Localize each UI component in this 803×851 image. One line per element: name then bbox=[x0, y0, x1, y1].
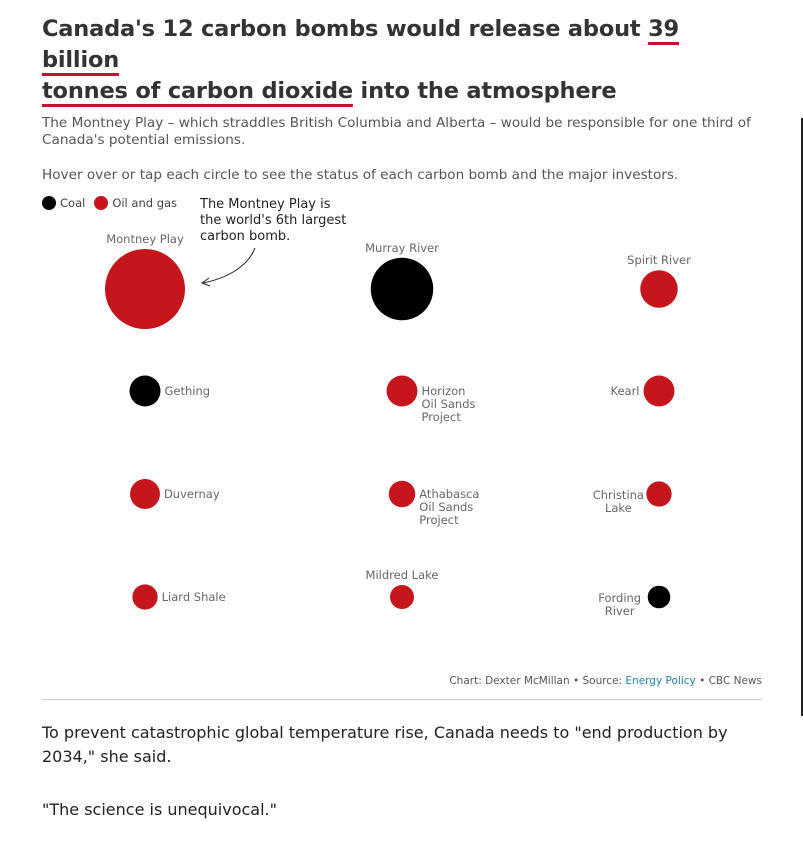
paragraph: To prevent catastrophic global temperatu… bbox=[42, 723, 728, 766]
bubble-duvernay[interactable] bbox=[130, 479, 160, 509]
bubble-label: Murray River bbox=[365, 241, 439, 255]
chart-header: Canada's 12 carbon bombs would release a… bbox=[42, 14, 762, 210]
bubble-label: Liard Shale bbox=[162, 590, 226, 604]
legend-label: Oil and gas bbox=[112, 196, 178, 210]
bubble-label: Fording River bbox=[598, 591, 641, 618]
source-link[interactable]: Energy Policy bbox=[625, 675, 696, 687]
bubble-kearl[interactable] bbox=[643, 375, 675, 407]
legend-item-oil-gas: Oil and gas bbox=[94, 196, 177, 210]
bubble-label: Montney Play bbox=[106, 232, 184, 246]
title-highlight: 39 billion bbox=[42, 16, 680, 73]
annotation-arrow bbox=[202, 247, 256, 284]
annotation-text: The Montney Play is the world's 6th large… bbox=[199, 197, 346, 244]
bubble-fording-river[interactable] bbox=[647, 585, 671, 609]
title-text: into the atmosphere bbox=[352, 78, 617, 104]
bubble-label: Gething bbox=[164, 384, 210, 398]
bubble-liard-shale[interactable] bbox=[132, 584, 158, 610]
bubble-label: Athabasca Oil Sands Project bbox=[419, 487, 479, 527]
article-body: To prevent catastrophic global temperatu… bbox=[42, 721, 762, 851]
bubble-label: Horizon Oil Sands Project bbox=[421, 384, 475, 424]
chart-title: Canada's 12 carbon bombs would release a… bbox=[42, 14, 762, 107]
scroll-edge bbox=[801, 118, 803, 716]
divider bbox=[42, 699, 762, 700]
legend: Coal Oil and gas bbox=[42, 196, 762, 210]
bubble-label: Duvernay bbox=[164, 487, 220, 501]
bubble-murray-river[interactable] bbox=[370, 257, 434, 321]
chart-subtitle: The Montney Play – which straddles Briti… bbox=[42, 115, 751, 148]
bubble-mildred-lake[interactable] bbox=[390, 585, 414, 609]
credit-text: • CBC News bbox=[695, 675, 762, 687]
bubble-label: Kearl bbox=[610, 384, 639, 398]
title-text: Canada's 12 carbon bombs would release a… bbox=[42, 16, 649, 42]
annotation-arrowhead bbox=[200, 277, 211, 287]
bubble-gething[interactable] bbox=[129, 375, 161, 407]
bubble-label: Mildred Lake bbox=[366, 568, 439, 582]
chart-hint: Hover over or tap each circle to see the… bbox=[42, 167, 679, 183]
credit-text: Chart: Dexter McMillan • Source: bbox=[449, 675, 626, 687]
bubble-horizon-oil-sands-project[interactable] bbox=[386, 375, 418, 407]
chart-credit: Chart: Dexter McMillan • Source: Energy … bbox=[0, 675, 762, 687]
legend-swatch-coal bbox=[42, 196, 56, 210]
legend-swatch-oil-gas bbox=[94, 196, 109, 210]
bubble-montney-play[interactable] bbox=[105, 249, 185, 329]
bubble-spirit-river[interactable] bbox=[640, 270, 678, 308]
legend-label: Coal bbox=[60, 196, 86, 210]
legend-item-coal: Coal bbox=[42, 196, 85, 210]
paragraph: "The science is unequivocal." bbox=[42, 800, 277, 819]
title-highlight: tonnes of carbon dioxide bbox=[42, 78, 353, 104]
bubble-label: Spirit River bbox=[627, 253, 691, 267]
bubble-label: Christina Lake bbox=[593, 488, 644, 515]
bubble-athabasca-oil-sands-project[interactable] bbox=[388, 480, 416, 508]
bubble-christina-lake[interactable] bbox=[646, 481, 672, 507]
